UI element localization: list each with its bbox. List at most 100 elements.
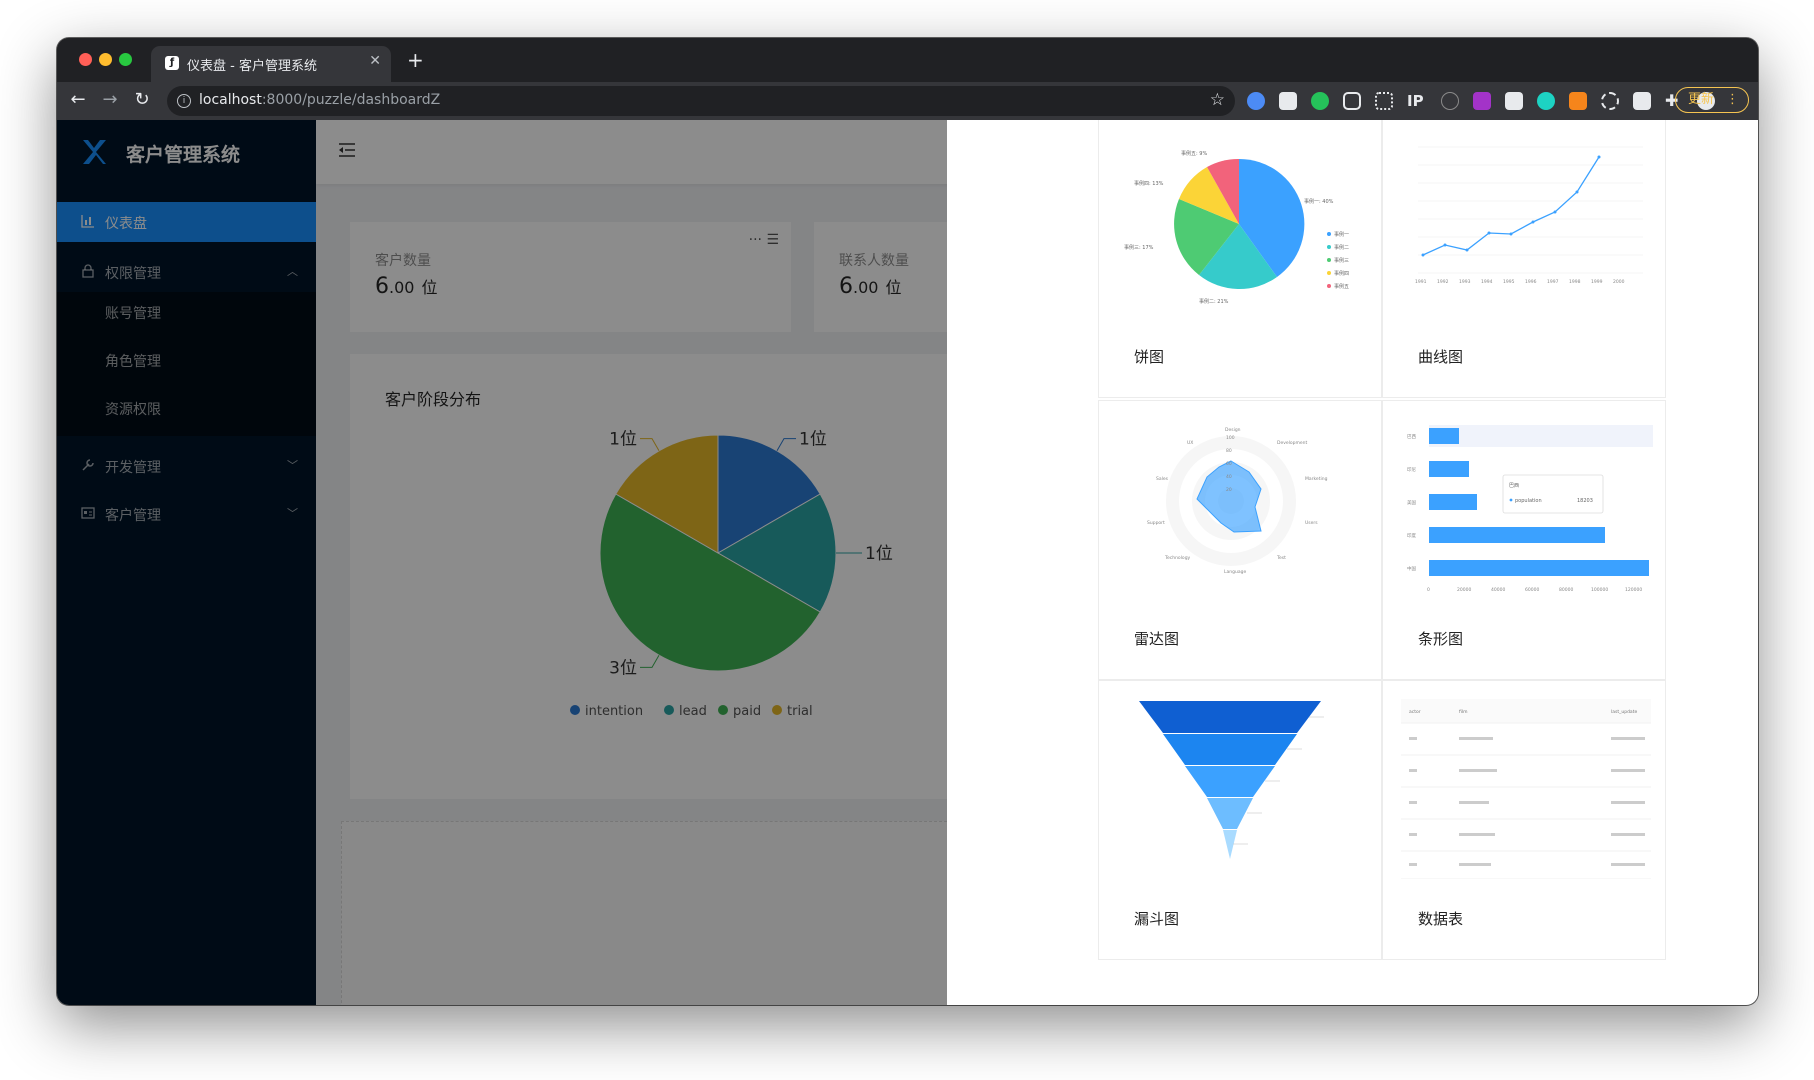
wrench-icon (82, 459, 94, 471)
stat-decimals: .00 (853, 278, 879, 297)
minimize-window-button[interactable] (99, 53, 112, 66)
empty-drop-zone (341, 821, 957, 1005)
radar-thumb-axis: Design (1225, 427, 1241, 433)
pie-data-label: 1位 (799, 430, 827, 450)
widget-table[interactable]: actor film last_update (1382, 680, 1666, 960)
submenu: 账号管理 角色管理 资源权限 (57, 292, 316, 436)
stat-label: 客户数量 (375, 253, 431, 269)
pie-thumb-label: 事例一: 40% (1304, 198, 1334, 205)
profile-avatar-icon[interactable] (1697, 92, 1715, 110)
line-thumbnail: 1991 1992 1993 1994 1995 1996 1997 1998 … (1415, 146, 1643, 285)
pie-label-line (640, 438, 660, 452)
widget-funnel[interactable]: 漏斗图 (1098, 680, 1382, 960)
grid-extension-icon[interactable] (1375, 92, 1393, 110)
radar-thumb-axis: Users (1305, 520, 1318, 526)
reload-icon[interactable]: ↻ (134, 89, 150, 110)
url-text[interactable]: localhost:8000/puzzle/dashboardZ (199, 92, 440, 108)
sidebar-item-development[interactable]: 开发管理 ﹀ (57, 446, 316, 486)
bar-thumb-xtick: 20000 (1457, 587, 1471, 593)
info-extension-icon[interactable] (1441, 92, 1459, 110)
badge-extension-icon[interactable] (1633, 92, 1651, 110)
stat-value: 6.00 位 (839, 274, 901, 299)
widget-line[interactable]: 1991 1992 1993 1994 1995 1996 1997 1998 … (1382, 120, 1666, 398)
stat-number: 6 (839, 274, 853, 299)
bar-thumb-tooltip-series: population (1515, 498, 1542, 504)
rp-extension-icon[interactable] (1473, 92, 1491, 110)
line-thumb-xtick: 2000 (1613, 279, 1625, 285)
bookmark-star-icon[interactable]: ☆ (1209, 90, 1225, 110)
sidebar-subitem-roles[interactable]: 角色管理 (105, 354, 161, 370)
card-menu-icon[interactable]: ··· ☰ (748, 232, 779, 248)
metamask-extension-icon[interactable] (1569, 92, 1587, 110)
pie-thumb-label: 事例五: 9% (1181, 150, 1207, 157)
pie-thumb-label: 事例四: 13% (1134, 180, 1164, 187)
browser-tab[interactable]: ƒ 仪表盘 - 客户管理系统 ✕ (151, 46, 391, 82)
bar-thumb-xtick: 40000 (1491, 587, 1505, 593)
radar-thumb-tick: 100 (1226, 435, 1235, 441)
legend-entry[interactable]: intention (585, 704, 643, 719)
legend-entry[interactable]: lead (679, 704, 707, 719)
pie-label-line (640, 654, 660, 668)
address-bar[interactable]: i localhost:8000/puzzle/dashboardZ ☆ (167, 86, 1235, 116)
widget-label: 条形图 (1418, 630, 1464, 648)
bar-thumb-xtick: 100000 (1591, 587, 1608, 593)
stat-decimals: .00 (389, 278, 415, 297)
sidebar-item-label: 权限管理 (105, 266, 161, 282)
sidebar-item-customers[interactable]: 客户管理 ﹀ (57, 494, 316, 534)
chat-extension-icon[interactable] (1537, 92, 1555, 110)
update-button[interactable]: 更新 ⋮ (1675, 87, 1749, 113)
legend-marker[interactable] (772, 705, 782, 715)
gear-extension-icon[interactable] (1601, 92, 1619, 110)
bar-thumbnail: 巴西 印尼 美国 印度 中国 0 20000 40000 60000 80000… (1407, 425, 1653, 593)
bar-thumb-tooltip-title: 巴西 (1509, 483, 1519, 489)
menu-fold-icon[interactable] (338, 142, 356, 158)
bar-thumb-category: 美国 (1407, 499, 1416, 506)
logo-area[interactable]: 客户管理系统 (57, 120, 316, 184)
sidebar-subitem-accounts[interactable]: 账号管理 (105, 306, 161, 322)
pocket-extension-icon[interactable] (1343, 92, 1361, 110)
legend-marker[interactable] (664, 705, 674, 715)
pie-thumb-legend: 事例五 (1334, 283, 1349, 290)
sidebar-item-permissions[interactable]: 权限管理 ︿ (57, 252, 316, 292)
pie-data-label: 3位 (609, 658, 637, 678)
tab-close-icon[interactable]: ✕ (369, 53, 381, 69)
legend-entry[interactable]: paid (733, 704, 761, 719)
extension-icon[interactable] (1247, 92, 1265, 110)
update-label: 更新 (1688, 92, 1715, 107)
mail-extension-icon[interactable] (1279, 92, 1297, 110)
back-arrow-icon[interactable]: ← (70, 89, 86, 110)
line-thumb-xtick: 1996 (1525, 279, 1537, 285)
bar-thumb-xtick: 80000 (1559, 587, 1573, 593)
site-info-icon[interactable]: i (177, 94, 191, 108)
table-thumb-header: last_update (1611, 709, 1637, 715)
forward-arrow-icon[interactable]: → (102, 89, 118, 110)
ip-extension-icon[interactable]: IP (1407, 92, 1424, 110)
bar-thumb-xtick: 0 (1427, 587, 1430, 593)
new-tab-button[interactable]: + (407, 48, 424, 72)
pie-data-label: 1位 (609, 430, 637, 450)
maximize-window-button[interactable] (119, 53, 132, 66)
close-window-button[interactable] (79, 53, 92, 66)
bar-thumb-category: 巴西 (1407, 434, 1416, 440)
terminal-extension-icon[interactable] (1505, 92, 1523, 110)
sidebar-subitem-resources[interactable]: 资源权限 (105, 402, 161, 418)
chevron-down-icon: ﹀ (287, 459, 298, 472)
favicon-icon: ƒ (165, 56, 179, 70)
radar-thumb-tick: 80 (1226, 448, 1232, 454)
chart-icon (81, 215, 94, 228)
legend-marker[interactable] (570, 705, 580, 715)
widget-bar[interactable]: 巴西 印尼 美国 印度 中国 0 20000 40000 60000 80000… (1382, 400, 1666, 680)
url-path: :8000/puzzle/dashboardZ (261, 92, 441, 108)
legend-marker[interactable] (718, 705, 728, 715)
widget-radar[interactable]: Design Development Marketing Users Test … (1098, 400, 1382, 680)
line-thumb-xtick: 1994 (1481, 279, 1493, 285)
bar-thumb-tooltip-value: 18203 (1577, 498, 1593, 504)
evernote-extension-icon[interactable] (1311, 92, 1329, 110)
pie-label-line (776, 438, 796, 452)
table-thumb-header: actor (1409, 709, 1421, 715)
legend-entry[interactable]: trial (787, 704, 813, 719)
pie-slice-paid[interactable] (599, 493, 821, 672)
widget-pie[interactable]: 事例一: 40% 事例二: 21% 事例三: 17% 事例四: 13% 事例五:… (1098, 120, 1382, 398)
sidebar-item-label: 开发管理 (105, 460, 161, 476)
sidebar-item-dashboard[interactable]: 仪表盘 (57, 202, 316, 242)
